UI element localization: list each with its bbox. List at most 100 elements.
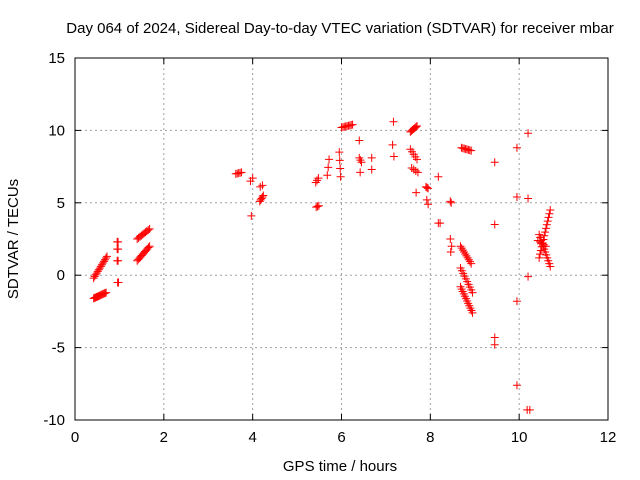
- data-point: [367, 153, 376, 162]
- data-point: [546, 262, 555, 271]
- data-point: [144, 225, 153, 234]
- data-point: [468, 288, 477, 297]
- data-point: [94, 265, 103, 274]
- data-point: [490, 333, 499, 342]
- y-tick-label: 10: [48, 122, 65, 139]
- data-point: [336, 172, 345, 181]
- data-point: [413, 155, 422, 164]
- x-axis-label: GPS time / hours: [283, 458, 397, 475]
- data-point: [490, 158, 499, 167]
- data-point: [545, 209, 554, 218]
- data-point: [512, 143, 521, 152]
- data-point: [541, 242, 550, 251]
- data-point: [91, 270, 100, 279]
- data-point: [314, 174, 323, 183]
- data-point: [99, 257, 108, 266]
- data-point: [446, 197, 455, 206]
- data-point: [101, 254, 110, 263]
- data-point: [114, 256, 123, 265]
- x-tick-label: 8: [426, 429, 434, 446]
- data-point: [434, 172, 443, 181]
- data-point: [541, 228, 550, 237]
- data-point: [98, 259, 107, 268]
- x-tick-label: 12: [600, 429, 617, 446]
- data-point: [102, 288, 111, 297]
- data-point: [388, 140, 397, 149]
- data-point: [536, 250, 545, 259]
- data-point: [411, 123, 420, 132]
- data-point: [324, 163, 333, 172]
- data-point: [546, 206, 555, 215]
- data-point: [348, 120, 357, 129]
- data-point: [389, 152, 398, 161]
- data-point: [466, 257, 475, 266]
- data-point: [446, 248, 455, 257]
- data-point: [490, 340, 499, 349]
- data-point: [544, 213, 553, 222]
- data-point: [356, 168, 365, 177]
- y-tick-label: -5: [52, 340, 65, 357]
- data-point: [447, 242, 456, 251]
- data-point: [524, 272, 533, 281]
- data-point: [95, 264, 104, 273]
- data-point: [258, 193, 267, 202]
- data-point: [102, 252, 111, 261]
- data-point: [540, 231, 549, 240]
- data-point: [539, 240, 548, 249]
- data-point: [314, 201, 323, 210]
- tick-labels: 0 2 4 6 8 10 12 -10 -5 0 5 10 15: [43, 50, 616, 446]
- chart-title: Day 064 of 2024, Sidereal Day-to-day VTE…: [66, 20, 613, 37]
- data-point: [90, 272, 99, 281]
- data-point: [114, 278, 123, 287]
- y-tick-label: 5: [57, 195, 65, 212]
- data-point: [335, 156, 344, 165]
- x-tick-label: 0: [71, 429, 79, 446]
- data-point: [542, 220, 551, 229]
- data-point: [541, 224, 550, 233]
- data-point: [536, 246, 545, 255]
- y-tick-label: -10: [43, 412, 65, 429]
- y-tick-label: 15: [48, 50, 65, 67]
- data-point: [93, 267, 102, 276]
- data-point: [512, 193, 521, 202]
- x-tick-label: 10: [511, 429, 528, 446]
- data-points: [89, 117, 555, 414]
- data-point: [446, 235, 455, 243]
- data-point: [313, 202, 322, 211]
- data-point: [543, 217, 552, 226]
- y-tick-label: 0: [57, 267, 65, 284]
- x-tick-label: 2: [160, 429, 168, 446]
- data-point: [409, 165, 418, 174]
- data-point: [411, 166, 420, 175]
- data-point: [237, 168, 246, 177]
- data-point: [259, 191, 268, 200]
- data-point: [525, 405, 534, 414]
- data-point: [92, 269, 101, 278]
- data-point: [512, 297, 521, 306]
- data-point: [367, 165, 376, 174]
- data-point: [467, 259, 476, 268]
- data-point: [325, 155, 334, 164]
- x-tick-label: 4: [248, 429, 256, 446]
- data-point: [512, 381, 521, 390]
- data-point: [413, 122, 422, 131]
- data-point: [389, 117, 398, 126]
- data-point: [407, 164, 416, 173]
- data-point: [447, 198, 456, 207]
- data-point: [145, 224, 154, 233]
- data-point: [248, 174, 257, 183]
- axis-ticks: [74, 57, 609, 421]
- data-point: [424, 200, 433, 209]
- data-point: [144, 243, 153, 252]
- data-point: [412, 188, 421, 197]
- data-point: [535, 253, 544, 262]
- x-tick-label: 6: [337, 429, 345, 446]
- data-point: [524, 194, 533, 203]
- data-point: [413, 168, 422, 177]
- data-point: [258, 181, 267, 190]
- data-point: [524, 129, 533, 138]
- data-point: [424, 184, 433, 193]
- data-point: [323, 171, 332, 180]
